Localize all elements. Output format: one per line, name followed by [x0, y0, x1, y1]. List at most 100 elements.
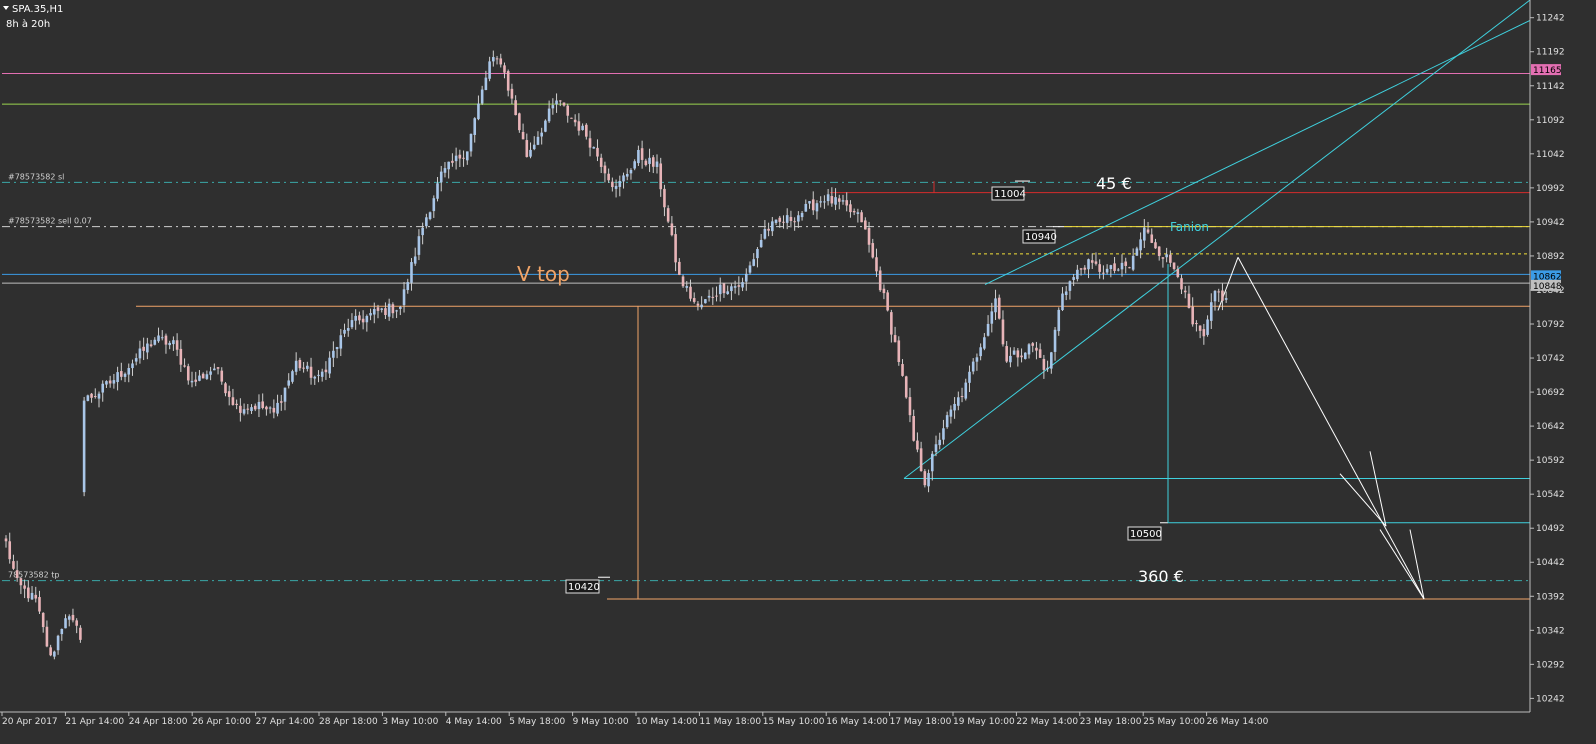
candle-body [146, 343, 149, 353]
dropdown-icon[interactable] [3, 6, 9, 10]
candle-body [823, 201, 826, 203]
candle-body [1061, 293, 1064, 311]
candle-body [75, 620, 78, 626]
pennant-upper-line[interactable] [984, 19, 1531, 285]
x-axis: 20 Apr 2017 21 Apr 14:00 24 Apr 18:00 26 Ap… [1, 712, 1269, 727]
y-tick-label: 10442 [1536, 558, 1565, 568]
candle-body [1113, 263, 1116, 271]
candle-body [860, 212, 863, 223]
candle-body [402, 289, 406, 306]
candle-body [767, 228, 770, 231]
label-10420-box[interactable]: 10420 [565, 579, 600, 594]
candle-body [1191, 306, 1194, 325]
candle-body [142, 346, 145, 351]
candle-body [395, 310, 398, 312]
candle-body [421, 227, 424, 236]
candle-body [845, 200, 849, 206]
candle-body [194, 379, 198, 382]
candle-body [399, 306, 402, 309]
candle-body [678, 261, 681, 275]
candle-body [224, 383, 227, 394]
candle-body [160, 337, 164, 339]
candle-body [1064, 291, 1068, 296]
candle-body [577, 121, 581, 131]
candle-body [778, 217, 782, 222]
candle-body [514, 100, 517, 116]
candle-body [763, 228, 767, 239]
candle-body [1124, 261, 1128, 266]
price-tag-text: 10848 [1533, 282, 1562, 292]
candle-body [291, 371, 294, 382]
arrow-2a[interactable] [1379, 529, 1425, 600]
candle-body [1176, 269, 1180, 277]
candle-body [1094, 261, 1098, 264]
candle-body [268, 407, 272, 409]
candle-body [901, 364, 904, 376]
candle-body [108, 380, 112, 384]
candle-body [711, 296, 715, 298]
candle-body [45, 626, 49, 647]
candle-body [908, 397, 912, 416]
candle-body [685, 286, 689, 288]
candle-body [744, 273, 748, 282]
candle-body [1161, 257, 1165, 259]
x-tick-label: 21 Apr 14:00 [65, 717, 124, 727]
candle-body [365, 316, 369, 323]
candle-body [945, 415, 949, 428]
pennant-lower-line[interactable] [903, 0, 1531, 479]
candle-body [387, 303, 391, 317]
y-tick-label: 10692 [1536, 388, 1565, 398]
arrow-1b[interactable] [1369, 451, 1387, 527]
label-10500-box[interactable]: 10500 [1127, 526, 1162, 541]
candle-body [131, 363, 134, 369]
candle-body [49, 647, 52, 656]
candle-body [834, 197, 837, 205]
candle-body [183, 365, 186, 367]
candle-body [640, 148, 644, 160]
candle-body [168, 342, 171, 346]
candle-body [588, 138, 592, 148]
candle-body [105, 381, 108, 385]
symbol-title: SPA.35,H1 [12, 4, 63, 15]
label-11004-box[interactable]: 11004 [991, 186, 1026, 201]
candle-body [190, 380, 194, 383]
candle-body [432, 198, 436, 212]
candle-body [585, 124, 588, 137]
label-10940-box[interactable]: 10940 [1022, 229, 1057, 244]
candle-body [625, 173, 629, 177]
candle-body [1143, 227, 1146, 241]
candle-body [116, 372, 119, 383]
candle-body [674, 234, 677, 263]
arrow-2b[interactable] [1409, 529, 1425, 600]
candle-body [265, 406, 268, 410]
candle-body [927, 473, 930, 487]
candle-body [164, 335, 168, 345]
candle-body [1005, 346, 1008, 362]
candle-body [785, 215, 789, 223]
y-tick-label: 10892 [1536, 252, 1565, 262]
projection-down[interactable] [1237, 257, 1425, 600]
candle-body [867, 228, 871, 245]
y-tick-label: 11242 [1536, 14, 1565, 24]
candle-body [741, 282, 744, 288]
candle-body [815, 203, 819, 212]
candle-body [547, 108, 551, 122]
candle-body [205, 374, 209, 379]
candle-body [830, 196, 834, 204]
candle-body [484, 77, 488, 90]
y-tick-label: 10292 [1536, 660, 1565, 670]
candle-body [573, 119, 577, 123]
candle-body [64, 618, 67, 629]
candle-body [198, 375, 201, 381]
candle-body [1131, 255, 1135, 270]
arrow-1a[interactable] [1339, 473, 1387, 527]
projection-up[interactable] [1217, 257, 1239, 311]
candle-body [737, 285, 741, 287]
candle-body [990, 311, 994, 324]
label-10420: 10420 [568, 582, 600, 593]
candle-body [246, 408, 250, 410]
candle-body [904, 376, 908, 398]
candle-body [611, 181, 614, 188]
x-tick-label: 15 May 10:00 [763, 717, 825, 727]
